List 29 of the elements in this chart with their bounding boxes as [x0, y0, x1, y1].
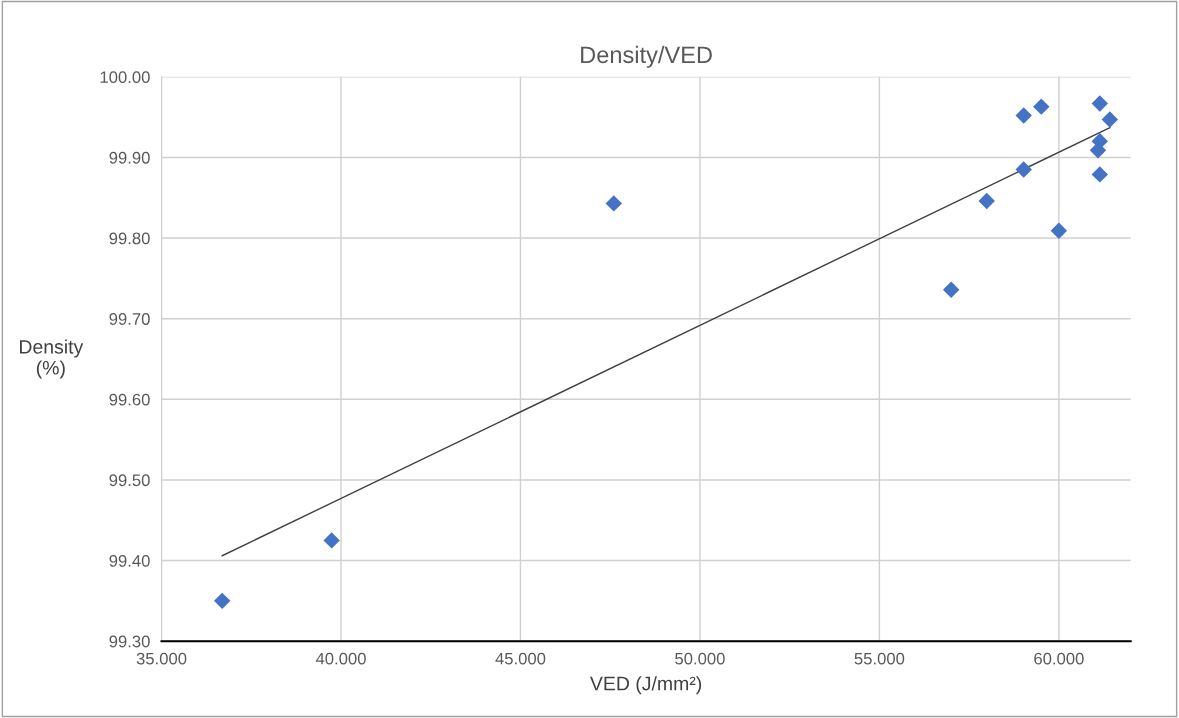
y-tick-label: 99.40 — [109, 554, 150, 567]
x-tick-label: 50.000 — [675, 652, 725, 665]
y-tick-label: 99.80 — [109, 232, 150, 245]
point — [213, 592, 231, 610]
point — [1033, 98, 1050, 115]
y-axis-title: Density (%) — [20, 339, 84, 379]
y-tick-label: 99.70 — [109, 313, 150, 325]
y-tick-label: 99.30 — [109, 635, 150, 648]
point — [323, 532, 340, 549]
y-tick-label: 99.90 — [109, 151, 150, 164]
chart-title: Density/VED — [581, 45, 712, 68]
point — [1101, 111, 1119, 128]
y-tick-label: 99.60 — [109, 393, 150, 406]
point — [1015, 161, 1032, 178]
point — [942, 281, 960, 298]
point — [1015, 107, 1032, 124]
point — [1050, 222, 1068, 240]
y-tick-label: 100.00 — [100, 71, 150, 84]
x-axis-title: VED (J/mm²) — [590, 676, 702, 695]
point — [605, 195, 622, 212]
point — [978, 192, 995, 210]
x-tick-label: 60.000 — [1034, 652, 1084, 665]
x-tick-label: 55.000 — [854, 652, 905, 665]
x-tick-label: 40.000 — [315, 652, 366, 665]
x-tick-label: 45.000 — [495, 652, 546, 665]
point — [1091, 95, 1109, 112]
x-tick-label: 35.000 — [136, 652, 187, 665]
y-tick-label: 99.50 — [109, 474, 150, 487]
point — [1091, 166, 1109, 183]
